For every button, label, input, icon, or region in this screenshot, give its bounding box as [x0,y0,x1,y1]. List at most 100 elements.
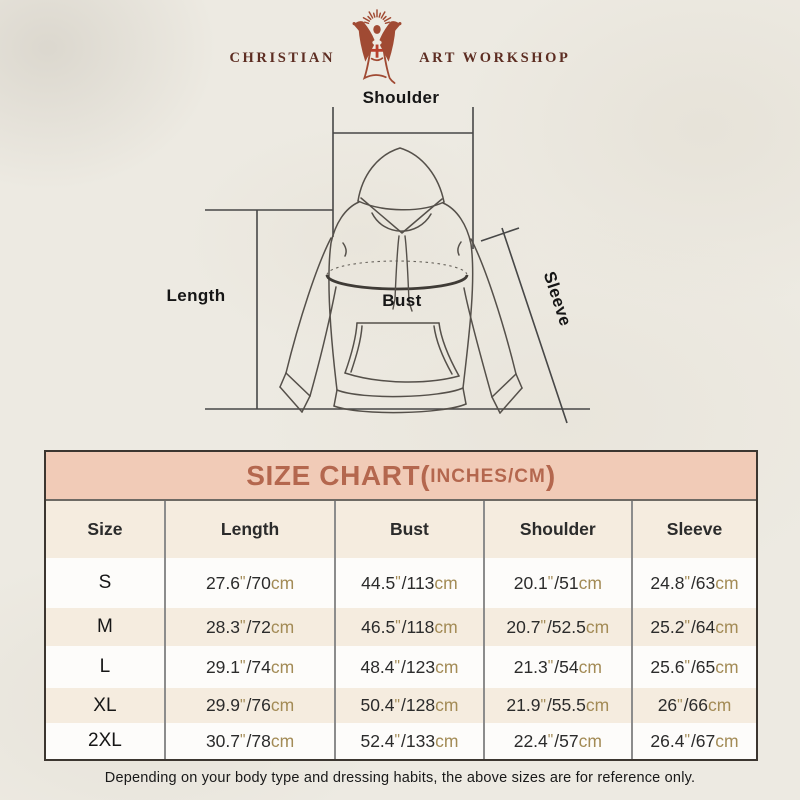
cm-unit: cm [715,656,739,677]
inch-mark: " [684,618,691,635]
cm-unit: cm [434,616,458,637]
hoodie-outline [279,147,523,414]
length-cell: 30.7 "/78 cm [163,723,334,759]
cm-unit: cm [715,730,739,751]
inches-value: 22.4 [513,730,548,751]
inches-value: 25.2 [650,616,685,637]
cm-unit: cm [270,572,295,593]
cm-value: /66 [683,695,708,715]
cm-unit: cm [578,656,602,677]
robe-outline [362,37,396,84]
sleeve-cell: 26 "/66 cm [631,688,756,723]
inch-mark: " [684,658,691,675]
inch-mark: " [394,658,401,675]
length-label: Length [166,286,226,305]
cm-unit: cm [435,656,459,677]
table-row-xl: XL 29.9 "/76 cm 50.4 "/128 cm 21.9 "/55.5 cm 2… [46,688,756,723]
shoulder-cell: 21.9 "/55.5 cm [482,688,631,723]
shoulder-cell: 20.1 "/51 cm [482,558,631,608]
length-cell: 29.1 "/74 cm [163,646,334,688]
inches-value: 21.3 [513,656,548,677]
cm-value: /113 [401,572,435,593]
inches-value: 21.9 [506,695,541,715]
size-chart-title-close: ) [545,459,556,491]
bust-cell: 48.4 "/123 cm [334,646,482,688]
size-chart-title-units: INCHES/CM [430,466,546,487]
inch-mark: " [240,696,247,714]
cm-unit: cm [585,695,610,715]
cm-unit: cm [270,730,295,751]
sleeve-cell: 24.8 "/63 cm [631,558,756,608]
inch-mark: " [684,574,691,591]
bust-cell: 50.4 "/128 cm [334,688,482,723]
inch-mark: " [547,574,555,591]
bust-cell: 46.5 "/118 cm [334,608,482,646]
inch-mark: " [394,696,401,714]
column-header-size: Size [87,519,123,539]
inches-value: 27.6 [205,572,241,593]
cm-value: /76 [246,695,271,715]
inch-mark: " [240,658,247,675]
inches-value: 26 [657,695,678,715]
table-header-row: Size Length Bust Shoulder Sleeve [46,501,756,558]
cm-unit: cm [578,730,602,751]
table-row-2xl: 2XL 30.7 "/78 cm 52.4 "/133 cm 22.4 "/57 cm 26… [46,723,756,759]
cm-value: /118 [401,616,435,637]
drawstrings [392,235,413,312]
cm-value: /133 [401,730,436,751]
length-cell: 27.6 "/70 cm [163,558,334,608]
inch-mark: " [540,696,547,714]
inches-value: 28.3 [205,616,241,637]
cm-value: /63 [690,572,716,593]
column-header-shoulder: Shoulder [482,501,631,558]
inch-mark: " [547,732,555,749]
inches-value: 24.8 [650,572,685,593]
table-row-s: S 27.6 "/70 cm 44.5 "/113 cm 20.1 "/51 cm 24.8… [46,558,756,608]
bust-cell: 44.5 "/113 cm [334,558,482,608]
inches-value: 25.6 [650,656,685,677]
cm-value: /128 [401,695,436,715]
sleeve-cell: 25.2 "/64 cm [631,608,756,646]
inch-mark: " [240,574,247,591]
inches-value: 50.4 [360,695,395,715]
cm-unit: cm [270,616,295,637]
size-chart-title: SIZE CHART( [246,459,431,491]
inch-mark: " [394,732,401,749]
cm-value: /70 [246,572,271,593]
cm-value: /64 [690,616,716,637]
table-row-l: L 29.1 "/74 cm 48.4 "/123 cm 21.3 "/54 cm 25.6… [46,646,756,688]
cm-unit: cm [578,572,602,593]
inch-mark: " [395,574,402,591]
cm-unit: cm [434,572,458,593]
inches-value: 20.1 [513,572,548,593]
cm-value: /57 [554,730,579,751]
cm-value: /54 [554,656,579,677]
figure-body [352,21,402,62]
length-cell: 29.9 "/76 cm [163,688,334,723]
measurement-lines [205,107,590,424]
cm-value: /72 [246,616,271,637]
size-chart-table: SIZE CHART(INCHES/CM) Size Length Bust S… [44,450,758,761]
inches-value: 26.4 [650,730,685,751]
column-header-bust: Bust [334,501,482,558]
inch-mark: " [684,732,691,749]
cm-value: /123 [401,656,436,677]
cm-value: /52.5 [546,616,586,637]
size-cell: M [97,616,113,637]
shoulder-cell: 20.7 "/52.5 cm [482,608,631,646]
inches-value: 20.7 [506,616,541,637]
cm-value: /65 [690,656,716,677]
cm-unit: cm [270,656,295,677]
brand-logo: CHRISTIAN [0,8,800,92]
sleeve-cell: 25.6 "/65 cm [631,646,756,688]
inches-value: 48.4 [360,656,395,677]
shoulder-cell: 21.3 "/54 cm [482,646,631,688]
inches-value: 30.7 [205,730,241,751]
cm-unit: cm [435,730,459,751]
size-cell: S [98,572,112,593]
disclaimer-note: Depending on your body type and dressing… [104,770,696,786]
size-cell: 2XL [88,730,122,751]
brand-name-left: CHRISTIAN [229,50,336,66]
inch-mark: " [240,618,247,635]
